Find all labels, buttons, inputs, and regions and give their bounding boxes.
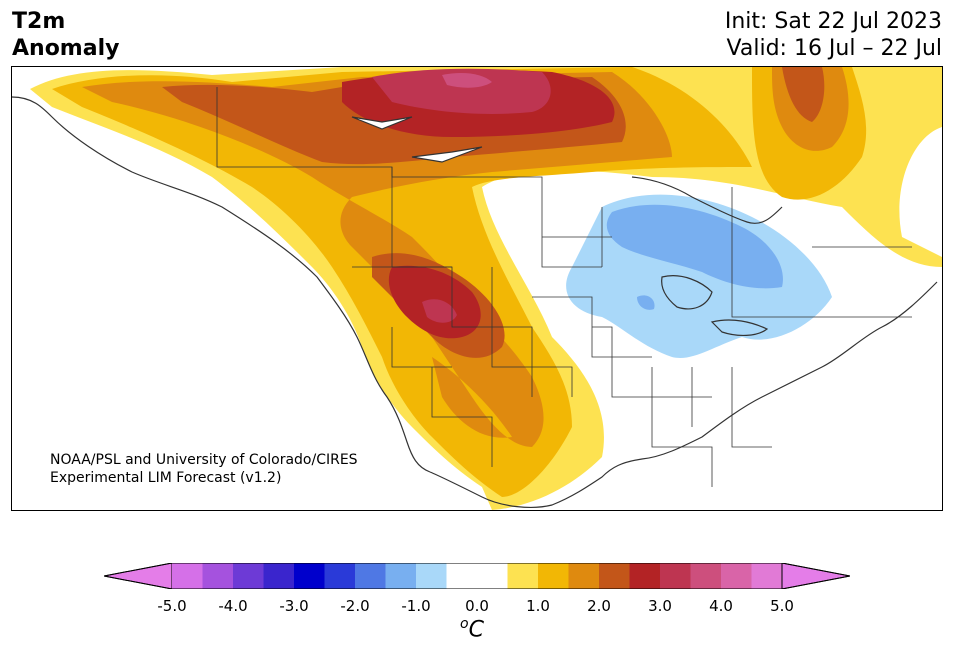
colorbar-tick-label: 2.0 bbox=[587, 597, 611, 615]
colorbar-segment bbox=[233, 563, 264, 589]
colorbar-under-arrow bbox=[104, 563, 173, 589]
forecast-dates: Init: Sat 22 Jul 2023 Valid: 16 Jul – 22… bbox=[725, 8, 942, 62]
colorbar-tick-label: -4.0 bbox=[218, 597, 248, 615]
colorbar-segment bbox=[202, 563, 234, 589]
map-title-line2: Anomaly bbox=[12, 36, 120, 61]
colorbar-tick-labels: -5.0 -4.0 -3.0 -2.0 -1.0 0.0 1.0 2.0 3.0 4.0 5.0 bbox=[0, 597, 953, 617]
colorbar-tick-label: 1.0 bbox=[526, 597, 550, 615]
map-title-line1: T2m bbox=[12, 9, 66, 34]
colorbar-tick-label: -5.0 bbox=[157, 597, 187, 615]
colorbar-segment bbox=[385, 563, 417, 589]
colorbar-segment bbox=[446, 563, 478, 589]
colorbar-segment bbox=[629, 563, 661, 589]
colorbar-tick-label: 5.0 bbox=[770, 597, 794, 615]
colorbar-segment bbox=[660, 563, 691, 589]
colorbar-over-arrow bbox=[781, 563, 850, 589]
colorbar-segment bbox=[416, 563, 447, 589]
colorbar-segment bbox=[263, 563, 295, 589]
colorbar-segment bbox=[294, 563, 325, 589]
anomaly-band-2.5 bbox=[342, 70, 615, 339]
colorbar-segment bbox=[538, 563, 569, 589]
colorbar-segment bbox=[507, 563, 539, 589]
colorbar-tick-label: -3.0 bbox=[279, 597, 309, 615]
colorbar-unit-label: oC bbox=[460, 616, 484, 642]
colorbar-tick-label: 0.0 bbox=[465, 597, 489, 615]
init-date-label: Init: Sat 22 Jul 2023 bbox=[724, 9, 942, 34]
map-canvas: NOAA/PSL and University of Colorado/CIRE… bbox=[12, 67, 942, 510]
cool-anomaly-field bbox=[566, 194, 832, 358]
warm-anomaly-field bbox=[30, 67, 942, 510]
map-title: T2m Anomaly bbox=[12, 8, 119, 62]
credit-line2: Experimental LIM Forecast (v1.2) bbox=[50, 470, 281, 486]
colorbar-tick-label: 4.0 bbox=[709, 597, 733, 615]
colorbar-segment bbox=[721, 563, 752, 589]
anomaly-band-2.0 bbox=[162, 67, 825, 358]
unit-letter: C bbox=[468, 617, 484, 643]
state-borders bbox=[216, 87, 912, 487]
valid-date-label: Valid: 16 Jul – 22 Jul bbox=[726, 36, 942, 61]
colorbar-segment bbox=[355, 563, 386, 589]
anomaly-band-3.0 bbox=[372, 68, 551, 323]
colorbar bbox=[104, 563, 850, 589]
colorbar-tick-label: -2.0 bbox=[340, 597, 370, 615]
colorbar-segment bbox=[690, 563, 722, 589]
unit-symbol: o bbox=[460, 616, 469, 632]
colorbar-segment bbox=[172, 563, 203, 589]
anomaly-band-3.5 bbox=[442, 73, 492, 88]
anomaly-map: NOAA/PSL and University of Colorado/CIRE… bbox=[11, 66, 943, 511]
colorbar-tick-label: -1.0 bbox=[401, 597, 431, 615]
colorbar-segment bbox=[599, 563, 630, 589]
colorbar-tick-label: 3.0 bbox=[648, 597, 672, 615]
colorbar-segment bbox=[751, 563, 783, 589]
colorbar-segment bbox=[477, 563, 508, 589]
credit-line1: NOAA/PSL and University of Colorado/CIRE… bbox=[50, 452, 358, 468]
anomaly-band-neg-1.0 bbox=[606, 204, 783, 310]
colorbar-segment bbox=[568, 563, 600, 589]
colorbar-segment bbox=[324, 563, 356, 589]
